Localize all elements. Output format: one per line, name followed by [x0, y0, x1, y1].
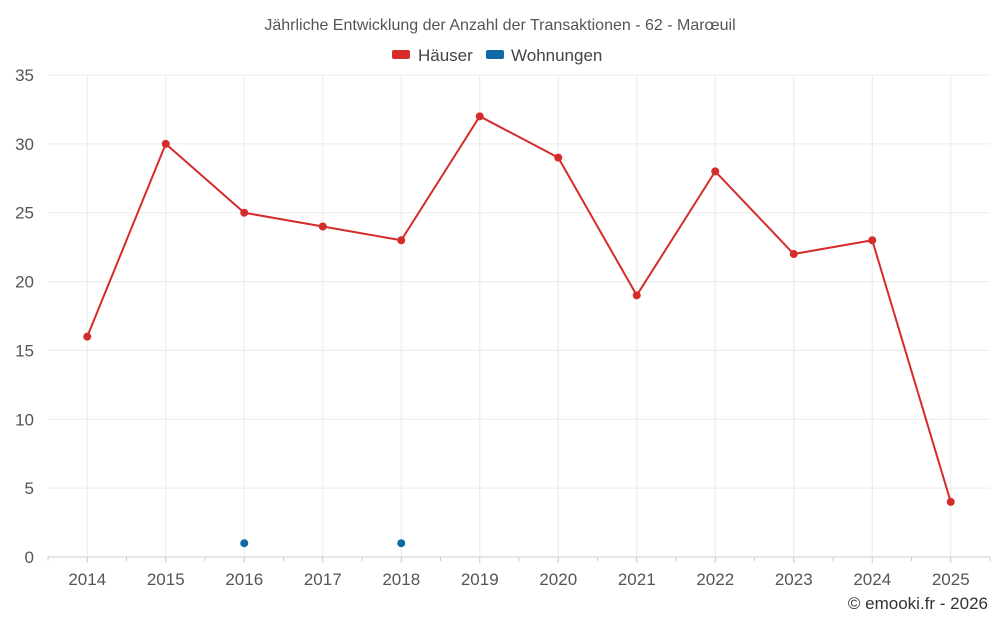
legend: Häuser Wohnungen — [392, 46, 602, 65]
x-tick-label: 2021 — [618, 570, 656, 589]
data-point-haeuser[interactable] — [554, 153, 563, 162]
data-point-haeuser[interactable] — [318, 222, 327, 231]
y-axis: 0 5 10 15 20 25 30 35 — [15, 66, 34, 567]
y-tick-label: 20 — [15, 273, 34, 292]
data-point-haeuser[interactable] — [83, 332, 92, 341]
legend-swatch-haeuser — [392, 50, 410, 59]
x-tick-label: 2024 — [853, 570, 891, 589]
series-layer — [83, 112, 955, 548]
y-tick-label: 0 — [25, 548, 34, 567]
y-tick-label: 10 — [15, 410, 34, 429]
data-point-wohnungen[interactable] — [240, 539, 249, 548]
legend-label-haeuser: Häuser — [418, 46, 473, 65]
legend-item-haeuser[interactable]: Häuser — [392, 46, 473, 65]
x-tick-label: 2014 — [68, 570, 106, 589]
y-tick-label: 35 — [15, 66, 34, 85]
legend-label-wohnungen: Wohnungen — [511, 46, 602, 65]
legend-swatch-wohnungen — [486, 50, 504, 59]
data-point-haeuser[interactable] — [397, 236, 406, 245]
y-tick-label: 5 — [25, 479, 34, 498]
data-point-haeuser[interactable] — [632, 291, 641, 300]
data-point-haeuser[interactable] — [240, 208, 249, 217]
x-tick-label: 2018 — [382, 570, 420, 589]
y-tick-label: 15 — [15, 341, 34, 360]
data-point-haeuser[interactable] — [711, 167, 720, 176]
x-tick-label: 2023 — [775, 570, 813, 589]
data-point-wohnungen[interactable] — [397, 539, 406, 548]
data-point-haeuser[interactable] — [789, 250, 798, 259]
y-tick-label: 25 — [15, 204, 34, 223]
legend-item-wohnungen[interactable]: Wohnungen — [486, 46, 602, 65]
chart-title: Jährliche Entwicklung der Anzahl der Tra… — [264, 17, 735, 34]
x-tick-label: 2015 — [147, 570, 185, 589]
series-line-haeuser — [86, 115, 952, 503]
data-point-haeuser[interactable] — [946, 497, 955, 506]
x-tick-label: 2022 — [696, 570, 734, 589]
grid-lines — [48, 74, 990, 557]
x-axis: 2014 2015 2016 2017 2018 2019 2020 2021 2022 2023… — [47, 556, 991, 589]
data-point-haeuser[interactable] — [475, 112, 484, 121]
x-tick-label: 2019 — [461, 570, 499, 589]
data-point-haeuser[interactable] — [868, 236, 877, 245]
y-tick-label: 30 — [15, 135, 34, 154]
x-tick-label: 2016 — [225, 570, 263, 589]
credit-text: © emooki.fr - 2026 — [848, 594, 988, 613]
x-tick-label: 2025 — [932, 570, 970, 589]
data-point-haeuser[interactable] — [161, 139, 170, 148]
x-tick-label: 2020 — [539, 570, 577, 589]
x-tick-label: 2017 — [304, 570, 342, 589]
